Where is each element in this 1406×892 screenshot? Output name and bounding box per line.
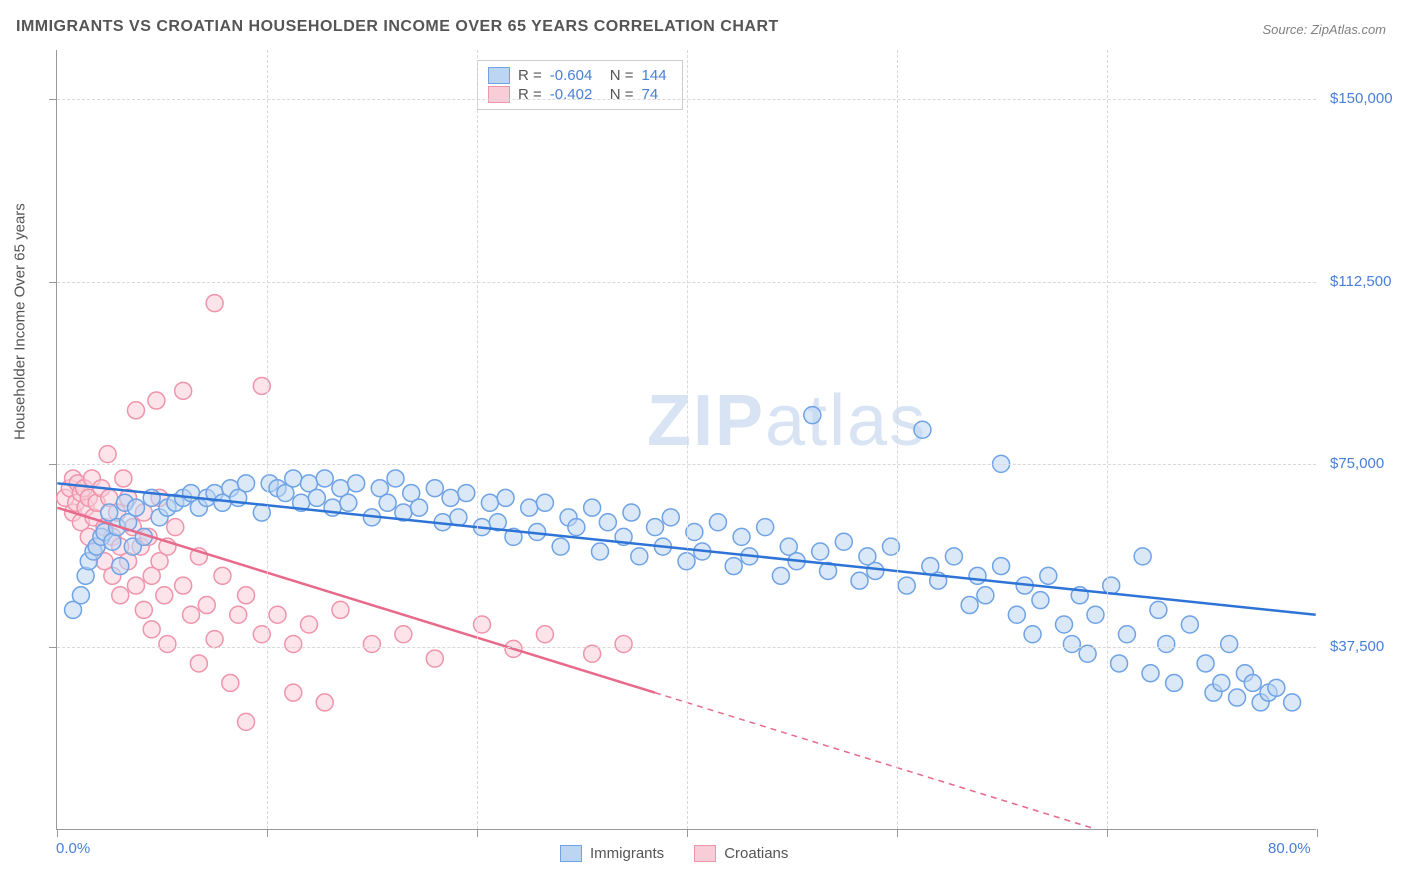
r-label: R = bbox=[518, 86, 542, 103]
source-attribution: Source: ZipAtlas.com bbox=[1262, 22, 1386, 37]
r-label: R = bbox=[518, 67, 542, 84]
plot-area: ZIPatlas R = -0.604 N = 144 R = -0.402 N… bbox=[56, 50, 1316, 830]
swatch-immigrants bbox=[488, 67, 510, 84]
n-label: N = bbox=[610, 86, 634, 103]
r-value-immigrants: -0.604 bbox=[550, 67, 602, 84]
legend-label-croatians: Croatians bbox=[724, 845, 788, 862]
series-legend: Immigrants Croatians bbox=[560, 843, 788, 864]
legend-label-immigrants: Immigrants bbox=[590, 845, 664, 862]
n-value-croatians: 74 bbox=[642, 86, 672, 103]
n-value-immigrants: 144 bbox=[642, 67, 672, 84]
legend-row-croatians: R = -0.402 N = 74 bbox=[488, 86, 672, 103]
y-axis-title: Householder Income Over 65 years bbox=[12, 203, 29, 440]
legend-item-immigrants: Immigrants bbox=[560, 845, 664, 862]
chart-title: IMMIGRANTS VS CROATIAN HOUSEHOLDER INCOM… bbox=[16, 18, 779, 36]
swatch-immigrants bbox=[560, 845, 582, 862]
correlation-legend: R = -0.604 N = 144 R = -0.402 N = 74 bbox=[477, 60, 683, 110]
correlation-chart: IMMIGRANTS VS CROATIAN HOUSEHOLDER INCOM… bbox=[0, 0, 1406, 892]
swatch-croatians bbox=[488, 86, 510, 103]
legend-item-croatians: Croatians bbox=[694, 845, 788, 862]
legend-row-immigrants: R = -0.604 N = 144 bbox=[488, 67, 672, 84]
r-value-croatians: -0.402 bbox=[550, 86, 602, 103]
swatch-croatians bbox=[694, 845, 716, 862]
n-label: N = bbox=[610, 67, 634, 84]
